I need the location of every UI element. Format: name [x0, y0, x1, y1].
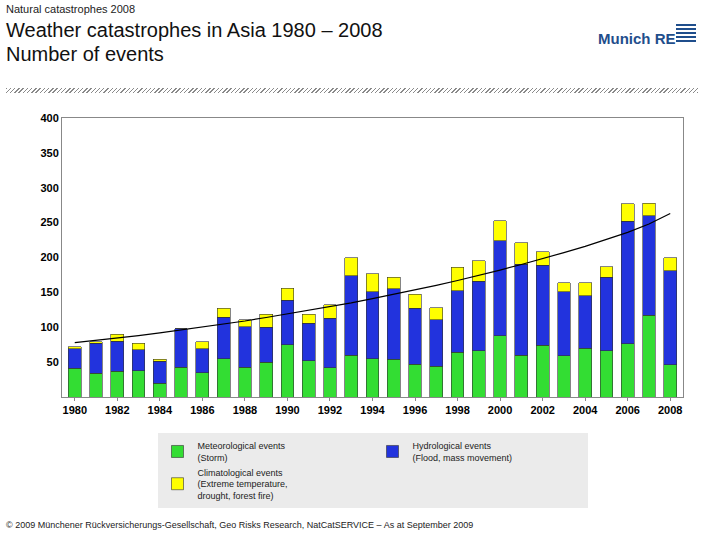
html-text:Number of events: Number of events	[6, 43, 164, 65]
svg-text:1988: 1988	[233, 404, 257, 416]
svg-text:300: 300	[40, 182, 58, 194]
svg-text:1992: 1992	[318, 404, 342, 416]
html-text:Weather catastrophes in Asia 1: Weather catastrophes in Asia 1980 – 2008	[6, 19, 383, 41]
html-text:Munich RE: Munich RE	[598, 30, 676, 47]
svg-text:1990: 1990	[275, 404, 299, 416]
svg-text:1998: 1998	[445, 404, 469, 416]
svg-text:2004: 2004	[573, 404, 598, 416]
svg-text:2000: 2000	[488, 404, 512, 416]
svg-text:2008: 2008	[658, 404, 682, 416]
html-text:Natural catastrophes 2008: Natural catastrophes 2008	[6, 3, 135, 15]
svg-text:150: 150	[40, 286, 58, 298]
svg-text:1994: 1994	[360, 404, 385, 416]
svg-text:1986: 1986	[190, 404, 214, 416]
html-text:© 2009 Münchener Rückversicher: © 2009 Münchener Rückversicherungs-Gesel…	[6, 520, 474, 530]
svg-text:1982: 1982	[105, 404, 129, 416]
svg-text:350: 350	[40, 147, 58, 159]
svg-text:100: 100	[40, 321, 58, 333]
svg-text:1984: 1984	[148, 404, 173, 416]
svg-text:50: 50	[47, 356, 59, 368]
svg-text:1980: 1980	[63, 404, 87, 416]
svg-text:Climatological events(Extreme: Climatological events(Extreme temperatur…	[198, 468, 288, 501]
svg-text:2002: 2002	[530, 404, 554, 416]
svg-text:250: 250	[40, 216, 58, 228]
svg-text:400: 400	[40, 112, 58, 124]
svg-text:1996: 1996	[403, 404, 427, 416]
svg-text:200: 200	[40, 251, 58, 263]
svg-text:Hydrological events(Flood, mas: Hydrological events(Flood, mass movement…	[413, 441, 513, 463]
svg-text:Meteorological events(Storm): Meteorological events(Storm)	[198, 441, 286, 463]
svg-text:2006: 2006	[615, 404, 639, 416]
